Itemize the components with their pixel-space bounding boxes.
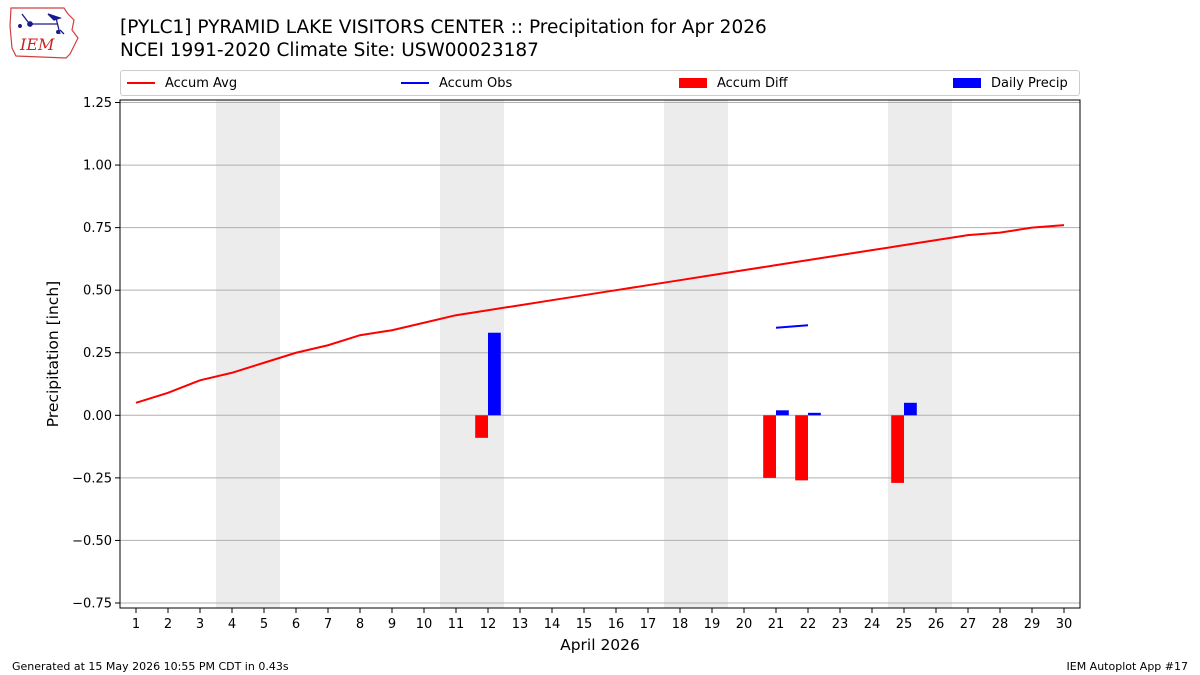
- legend-label-daily-precip: Daily Precip: [991, 75, 1068, 91]
- x-tick-label-18: 19: [704, 617, 721, 632]
- x-axis-label: April 2026: [560, 636, 640, 654]
- x-tick-label-2: 3: [196, 617, 204, 632]
- legend-label-accum-diff: Accum Diff: [717, 75, 788, 91]
- weather-station-icon: [18, 13, 65, 35]
- y-tick-label-4: 0.25: [83, 346, 112, 361]
- legend-item-accum-diff: Accum Diff: [679, 71, 788, 95]
- gridlines: [120, 102, 1080, 604]
- x-tick-label-20: 21: [768, 617, 785, 632]
- x-tick-label-29: 30: [1056, 617, 1073, 632]
- x-tick-label-7: 8: [356, 617, 364, 632]
- legend-label-accum-obs: Accum Obs: [439, 75, 513, 91]
- legend-item-accum-obs: Accum Obs: [401, 71, 512, 95]
- x-tick-label-28: 29: [1024, 617, 1041, 632]
- x-tick-label-27: 28: [992, 617, 1009, 632]
- accum-diff-bar-day-25: [891, 415, 904, 483]
- legend-swatch-accum-avg: [127, 82, 155, 84]
- x-tick-label-14: 15: [576, 617, 593, 632]
- plot-frame: [119, 99, 1081, 609]
- weekend-band-0: [216, 100, 280, 608]
- y-tick-label-8: 1.25: [83, 96, 112, 111]
- x-tick-label-1: 2: [164, 617, 172, 632]
- y-axis-label: Precipitation [inch]: [44, 281, 62, 427]
- iowa-outline-icon: [9, 7, 79, 59]
- app-id: IEM Autoplot App #17: [1066, 660, 1189, 673]
- y-tick-label-1: −0.50: [72, 534, 112, 549]
- x-tick-label-23: 24: [864, 617, 881, 632]
- accum-obs-line: [775, 324, 809, 329]
- legend-item-accum-avg: Accum Avg: [127, 71, 237, 95]
- legend-swatch-accum-obs: [401, 82, 429, 84]
- y-tick-label-7: 1.00: [83, 159, 112, 174]
- x-tick-label-10: 11: [448, 617, 465, 632]
- daily-precip-bar-day-12: [488, 332, 501, 416]
- generated-timestamp: Generated at 15 May 2026 10:55 PM CDT in…: [12, 660, 289, 673]
- x-tick-label-26: 27: [960, 617, 977, 632]
- accum-diff-bar-day-21: [763, 415, 776, 478]
- logo-text: IEM: [19, 35, 55, 54]
- series-lines: [135, 224, 1065, 404]
- x-tick-label-11: 12: [480, 617, 497, 632]
- x-tick-label-16: 17: [640, 617, 657, 632]
- weekend-band-2: [664, 100, 728, 608]
- y-tick-label-0: −0.75: [72, 596, 112, 611]
- x-tick-label-13: 14: [544, 617, 561, 632]
- x-axis: 1 2 3 4 5 6 7 8 9 10 11 12 13 14 15 16 17 18 19 20 21 22 23 24 2…: [132, 608, 1072, 632]
- accum-avg-line: [135, 224, 1065, 404]
- daily-precip-bar-day-21: [776, 410, 789, 416]
- x-tick-label-17: 18: [672, 617, 689, 632]
- legend-label-accum-avg: Accum Avg: [165, 75, 238, 91]
- x-tick-label-25: 26: [928, 617, 945, 632]
- y-tick-label-2: −0.25: [72, 471, 112, 486]
- y-tick-label-5: 0.50: [83, 284, 112, 299]
- iem-logo: IEM: [9, 7, 79, 59]
- x-tick-label-0: 1: [132, 617, 140, 632]
- x-tick-label-15: 16: [608, 617, 625, 632]
- daily-precip-bar-day-22: [808, 412, 821, 416]
- chart-title: [PYLC1] PYRAMID LAKE VISITORS CENTER :: …: [120, 17, 767, 38]
- x-tick-label-8: 9: [388, 617, 396, 632]
- y-axis: −0.75 −0.50 −0.25 0.00 0.25 0.50 0.75 1.00 1.25: [72, 96, 120, 611]
- x-tick-label-21: 22: [800, 617, 817, 632]
- legend-item-daily-precip: Daily Precip: [953, 71, 1068, 95]
- chart-legend: Accum Avg Accum Obs Accum Diff Daily Pre…: [120, 70, 1080, 96]
- daily-precip-bar-day-25: [904, 402, 917, 416]
- accum-diff-bar-day-22: [795, 415, 808, 481]
- bars: [475, 332, 917, 483]
- weekend-bands: [216, 100, 952, 608]
- x-tick-label-9: 10: [416, 617, 433, 632]
- x-tick-label-4: 5: [260, 617, 268, 632]
- x-tick-label-6: 7: [324, 617, 332, 632]
- x-tick-label-5: 6: [292, 617, 300, 632]
- y-tick-label-3: 0.00: [83, 409, 112, 424]
- y-tick-label-6: 0.75: [83, 221, 112, 236]
- x-tick-label-19: 20: [736, 617, 753, 632]
- weekend-band-3: [888, 100, 952, 608]
- accum-diff-bar-day-12: [475, 415, 488, 438]
- legend-swatch-accum-diff: [679, 78, 707, 88]
- x-tick-label-12: 13: [512, 617, 529, 632]
- chart-subtitle: NCEI 1991-2020 Climate Site: USW00023187: [120, 40, 539, 61]
- x-tick-label-22: 23: [832, 617, 849, 632]
- x-tick-label-3: 4: [228, 617, 236, 632]
- x-tick-label-24: 25: [896, 617, 913, 632]
- legend-swatch-daily-precip: [953, 78, 981, 88]
